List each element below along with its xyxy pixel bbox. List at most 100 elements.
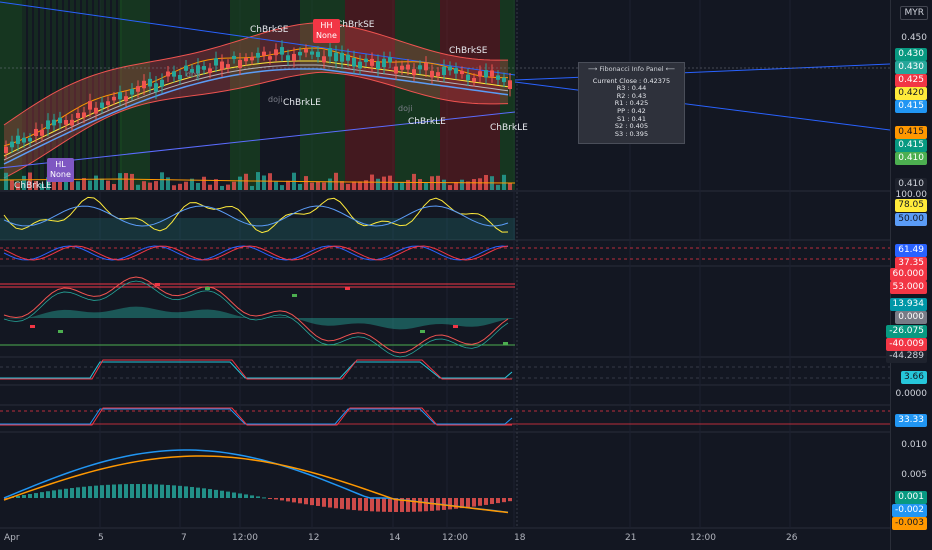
volume-bar — [172, 185, 176, 190]
candle — [82, 112, 86, 118]
candle — [190, 69, 194, 73]
candle — [466, 74, 470, 81]
osc-signal — [30, 325, 35, 328]
volume-bar — [166, 177, 170, 190]
volume-bar — [202, 176, 206, 190]
candle — [34, 128, 38, 137]
macd-histogram — [484, 498, 488, 505]
macd-histogram — [364, 498, 368, 511]
macd-histogram — [220, 490, 224, 498]
candle — [442, 66, 446, 76]
trend-zone — [230, 0, 260, 190]
volume-bar — [130, 173, 134, 190]
volume-bar — [58, 177, 62, 190]
macd-tag: 0.001 — [895, 491, 927, 504]
macd-histogram — [88, 486, 92, 498]
fib-row: S1 : 0.41 — [616, 114, 647, 123]
candle — [166, 71, 170, 77]
macd-histogram — [70, 488, 74, 498]
candle — [358, 61, 362, 69]
candle — [46, 120, 50, 130]
macd-histogram — [238, 493, 242, 498]
candle — [376, 61, 380, 70]
volume-bar — [238, 176, 242, 190]
chbrkse-label: ChBrkSE — [250, 25, 289, 35]
trend-zone — [395, 0, 440, 190]
volume-bar — [226, 184, 230, 190]
macd-histogram — [502, 498, 506, 503]
fib-current-close: Current Close : 0.42375 — [592, 76, 671, 85]
macd-histogram — [184, 486, 188, 498]
chbrkle-label: ChBrkLE — [283, 98, 321, 108]
osc-signal — [420, 330, 425, 333]
volume-bar — [88, 180, 92, 190]
trend-zone — [82, 0, 86, 190]
volume-bar — [208, 184, 212, 190]
stoch-tag: 61.49 — [895, 244, 927, 257]
candle — [448, 66, 452, 71]
candle — [484, 70, 488, 78]
macd-histogram — [58, 489, 62, 498]
volume-bar — [310, 182, 314, 190]
candle — [214, 58, 218, 66]
macd-histogram — [208, 489, 212, 498]
price-tag: 0.415 — [895, 139, 927, 152]
volume-bar — [502, 174, 506, 190]
candle — [136, 86, 140, 92]
chart-canvas[interactable] — [0, 0, 890, 550]
candle — [244, 57, 248, 62]
candle — [388, 57, 392, 63]
macd-tag: -0.003 — [891, 517, 927, 530]
candle — [64, 120, 68, 125]
macd-histogram — [166, 484, 170, 498]
candle — [310, 51, 314, 55]
currency-button[interactable]: MYR — [900, 6, 928, 20]
macd-tag: -0.002 — [891, 504, 927, 517]
macd-histogram — [454, 498, 458, 509]
volume-bar — [388, 175, 392, 190]
candle — [274, 49, 278, 56]
macd-histogram — [190, 486, 194, 498]
stoch-line — [3, 245, 509, 261]
candle — [76, 113, 80, 118]
macd-histogram — [430, 498, 434, 511]
volume-bar — [16, 183, 20, 190]
trend-zone — [52, 0, 56, 190]
macd-histogram — [508, 498, 512, 502]
volume-bar — [148, 182, 152, 190]
volume-bar — [46, 177, 50, 190]
time-label: 14 — [389, 533, 401, 543]
macd-histogram — [82, 486, 86, 498]
macd-histogram — [76, 487, 80, 498]
fib-row: R3 : 0.44 — [616, 84, 647, 93]
candle — [430, 70, 434, 78]
candle — [262, 51, 266, 56]
hl-text: HL — [55, 160, 66, 169]
macd-histogram — [34, 493, 38, 498]
macd-histogram — [310, 498, 314, 506]
volume-bar — [466, 181, 470, 190]
candle — [256, 52, 260, 58]
price-axis[interactable]: MYR 0.450 0.430 0.430 0.425 0.420 0.415 … — [886, 0, 932, 550]
volume-bar — [22, 175, 26, 190]
candle — [370, 58, 374, 66]
volume-bar — [100, 178, 104, 190]
candle — [460, 70, 464, 75]
candle — [346, 54, 350, 61]
macd-signal-line — [3, 455, 509, 514]
candle — [382, 58, 386, 68]
volume-bar — [64, 176, 68, 190]
price-tag: 0.415 — [895, 100, 927, 113]
time-label: 12:00 — [442, 533, 468, 543]
macd-histogram — [490, 498, 494, 505]
volume-bar — [220, 185, 224, 190]
macd-histogram — [100, 485, 104, 498]
trend-zone — [440, 0, 500, 190]
volume-bar — [496, 184, 500, 190]
trend-zone — [46, 0, 50, 190]
osc-tag: -44.289 — [886, 350, 927, 363]
macd-histogram — [106, 484, 110, 498]
osc-tag: 0.000 — [895, 311, 927, 324]
macd-histogram — [46, 491, 50, 498]
price-tag: 0.425 — [895, 74, 927, 87]
